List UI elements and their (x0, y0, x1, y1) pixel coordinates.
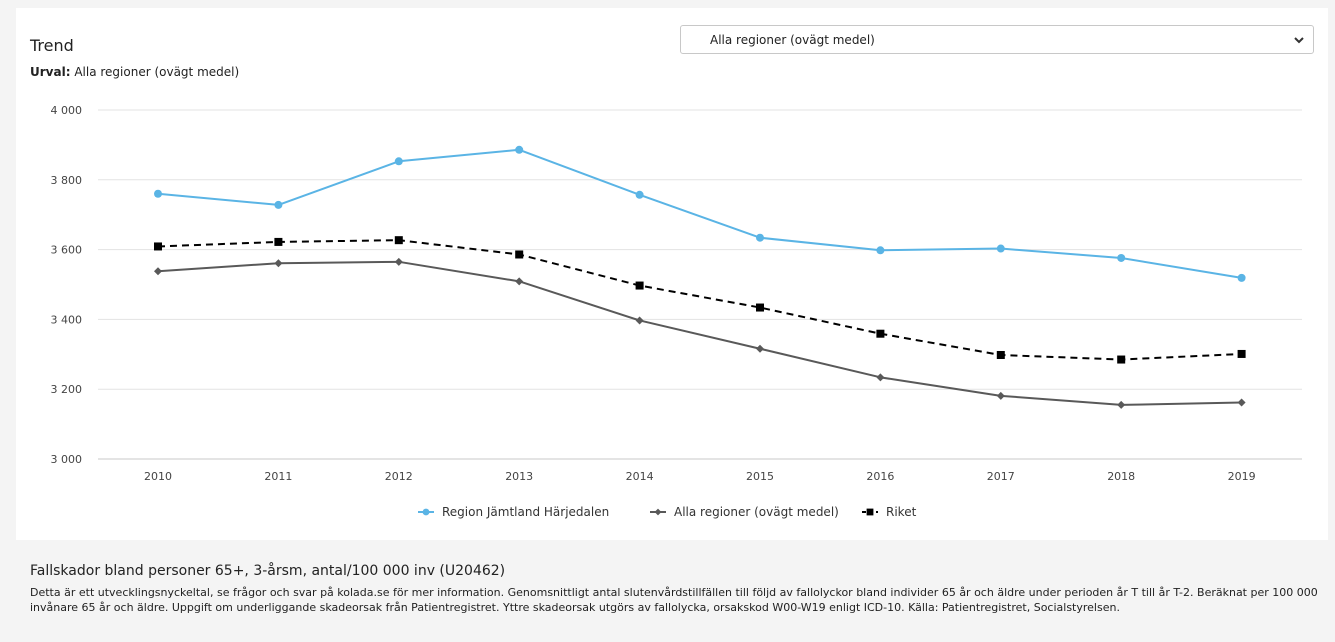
data-point (876, 246, 885, 255)
series-line (157, 148, 1242, 279)
data-point (515, 250, 524, 259)
chart-legend: Region Jämtland Härjedalen Alla regioner … (418, 505, 917, 519)
y-tick-label: 3 800 (51, 174, 83, 187)
y-tick-label: 4 000 (51, 104, 83, 117)
data-point (1117, 253, 1126, 262)
legend-label: Alla regioner (ovägt medel) (674, 505, 839, 519)
data-point (756, 303, 764, 312)
selection-label: Urval: (30, 65, 71, 79)
data-point (274, 259, 283, 268)
series-0 (154, 145, 1246, 282)
x-tick-label: 2019 (1228, 470, 1256, 483)
data-point (1237, 273, 1246, 282)
x-axis-ticks: 2010 2011 2012 2013 2014 2015 2016 2017 2018 2019 (144, 470, 1256, 483)
data-point (635, 316, 644, 325)
x-tick-label: 2017 (987, 470, 1015, 483)
selection-value: Alla regioner (ovägt medel) (74, 65, 240, 79)
data-point (876, 329, 885, 338)
data-point (394, 157, 403, 166)
legend-label: Region Jämtland Härjedalen (442, 505, 609, 519)
data-point (154, 189, 162, 198)
data-point (996, 350, 1005, 359)
x-tick-label: 2016 (866, 470, 894, 483)
data-point (756, 344, 764, 353)
region-select[interactable]: Alla regioner (ovägt medel) (680, 25, 1314, 54)
trend-card: Trend Urval: Alla regioner (ovägt medel)… (16, 8, 1328, 540)
y-tick-label: 3 200 (51, 383, 83, 396)
y-tick-label: 3 000 (51, 453, 83, 466)
data-point (635, 281, 644, 290)
x-tick-label: 2010 (144, 470, 172, 483)
data-point (1117, 355, 1126, 364)
data-point (756, 233, 764, 242)
legend-item-0: Region Jämtland Härjedalen (418, 505, 609, 519)
legend-swatch-marker (866, 508, 874, 516)
data-point (154, 267, 162, 276)
chart-series (154, 145, 1246, 409)
indicator-description: Detta är ett utvecklingsnyckeltal, se fr… (30, 586, 1318, 614)
series-1 (154, 257, 1246, 409)
chevron-down-icon (1294, 37, 1304, 44)
data-point (274, 200, 283, 209)
x-tick-label: 2012 (385, 470, 413, 483)
data-point (515, 145, 524, 154)
chart-section-title: Trend (30, 36, 74, 55)
data-point (394, 236, 403, 245)
x-tick-label: 2018 (1107, 470, 1135, 483)
data-point (996, 244, 1005, 253)
series-line (157, 239, 1242, 361)
indicator-title: Fallskador bland personer 65+, 3-årsm, a… (30, 563, 506, 579)
data-point (1237, 349, 1246, 358)
series-line (157, 260, 1242, 406)
data-point (515, 277, 524, 286)
legend-item-1: Alla regioner (ovägt medel) (650, 505, 839, 519)
y-axis-ticks: 3 000 3 200 3 400 3 600 3 800 4 000 (51, 104, 83, 466)
data-point (394, 257, 403, 266)
chart-grid (98, 109, 1302, 460)
data-point (274, 237, 283, 246)
y-tick-label: 3 600 (51, 244, 83, 257)
data-point (996, 391, 1005, 400)
legend-swatch-marker (654, 508, 662, 516)
region-select-value: Alla regioner (ovägt medel) (710, 33, 875, 47)
legend-swatch-marker (422, 508, 430, 516)
series-2 (154, 236, 1246, 364)
data-point (1237, 398, 1246, 407)
x-tick-label: 2015 (746, 470, 774, 483)
legend-label: Riket (886, 505, 917, 519)
data-point (876, 373, 885, 382)
y-tick-label: 3 400 (51, 313, 83, 326)
x-tick-label: 2013 (505, 470, 533, 483)
x-tick-label: 2011 (264, 470, 292, 483)
x-tick-label: 2014 (626, 470, 654, 483)
data-point (154, 242, 162, 251)
legend-item-2: Riket (862, 505, 917, 519)
data-point (1117, 400, 1126, 409)
data-point (635, 190, 644, 199)
selection-summary: Urval: Alla regioner (ovägt medel) (30, 65, 239, 79)
